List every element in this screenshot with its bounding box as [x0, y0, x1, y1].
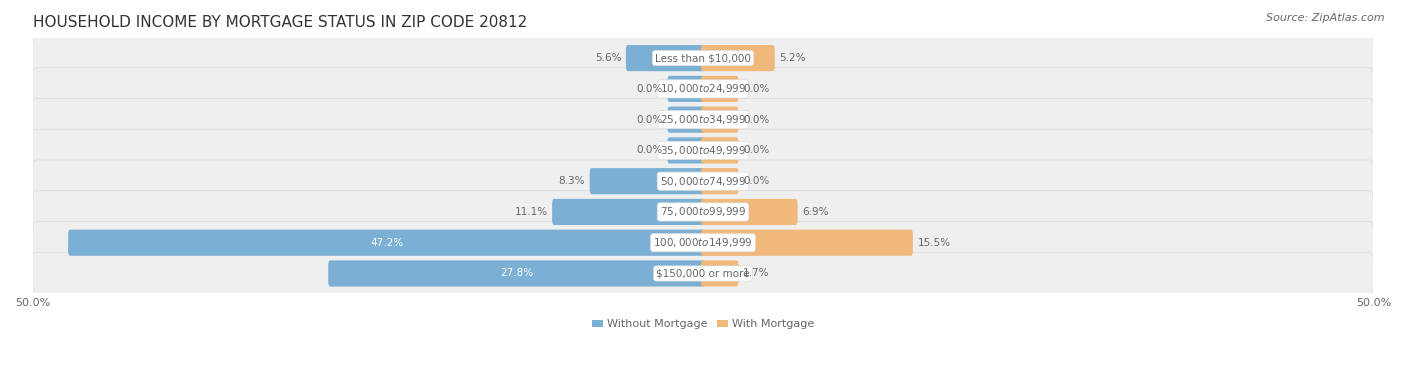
Text: $150,000 or more: $150,000 or more	[657, 268, 749, 279]
FancyBboxPatch shape	[32, 252, 1374, 295]
FancyBboxPatch shape	[702, 45, 775, 71]
Text: Source: ZipAtlas.com: Source: ZipAtlas.com	[1267, 13, 1385, 23]
Text: $25,000 to $34,999: $25,000 to $34,999	[659, 113, 747, 126]
FancyBboxPatch shape	[32, 98, 1374, 141]
Text: 27.8%: 27.8%	[501, 268, 533, 279]
FancyBboxPatch shape	[589, 168, 704, 194]
Legend: Without Mortgage, With Mortgage: Without Mortgage, With Mortgage	[588, 315, 818, 334]
FancyBboxPatch shape	[32, 129, 1374, 172]
Text: 15.5%: 15.5%	[918, 238, 950, 248]
Text: 1.7%: 1.7%	[744, 268, 769, 279]
Text: 0.0%: 0.0%	[744, 176, 769, 186]
FancyBboxPatch shape	[668, 107, 704, 133]
Text: $75,000 to $99,999: $75,000 to $99,999	[659, 206, 747, 218]
FancyBboxPatch shape	[32, 222, 1374, 264]
FancyBboxPatch shape	[626, 45, 704, 71]
FancyBboxPatch shape	[702, 230, 912, 256]
FancyBboxPatch shape	[67, 230, 704, 256]
Text: 5.2%: 5.2%	[779, 53, 806, 63]
FancyBboxPatch shape	[668, 76, 704, 102]
FancyBboxPatch shape	[32, 68, 1374, 110]
FancyBboxPatch shape	[702, 76, 738, 102]
FancyBboxPatch shape	[702, 107, 738, 133]
Text: Less than $10,000: Less than $10,000	[655, 53, 751, 63]
FancyBboxPatch shape	[702, 260, 738, 287]
FancyBboxPatch shape	[668, 137, 704, 164]
Text: 47.2%: 47.2%	[370, 238, 404, 248]
FancyBboxPatch shape	[702, 199, 797, 225]
Text: $35,000 to $49,999: $35,000 to $49,999	[659, 144, 747, 157]
FancyBboxPatch shape	[328, 260, 704, 287]
Text: 0.0%: 0.0%	[744, 146, 769, 155]
Text: 8.3%: 8.3%	[558, 176, 585, 186]
Text: 5.6%: 5.6%	[595, 53, 621, 63]
Text: 0.0%: 0.0%	[744, 84, 769, 94]
FancyBboxPatch shape	[32, 191, 1374, 233]
Text: 0.0%: 0.0%	[637, 115, 662, 125]
FancyBboxPatch shape	[32, 160, 1374, 202]
Text: 6.9%: 6.9%	[803, 207, 828, 217]
Text: $100,000 to $149,999: $100,000 to $149,999	[654, 236, 752, 249]
Text: 0.0%: 0.0%	[744, 115, 769, 125]
Text: 0.0%: 0.0%	[637, 84, 662, 94]
FancyBboxPatch shape	[553, 199, 704, 225]
Text: 11.1%: 11.1%	[515, 207, 547, 217]
Text: $10,000 to $24,999: $10,000 to $24,999	[659, 82, 747, 95]
FancyBboxPatch shape	[32, 37, 1374, 79]
FancyBboxPatch shape	[702, 137, 738, 164]
Text: HOUSEHOLD INCOME BY MORTGAGE STATUS IN ZIP CODE 20812: HOUSEHOLD INCOME BY MORTGAGE STATUS IN Z…	[32, 15, 527, 30]
Text: $50,000 to $74,999: $50,000 to $74,999	[659, 175, 747, 188]
Text: 0.0%: 0.0%	[637, 146, 662, 155]
FancyBboxPatch shape	[702, 168, 738, 194]
